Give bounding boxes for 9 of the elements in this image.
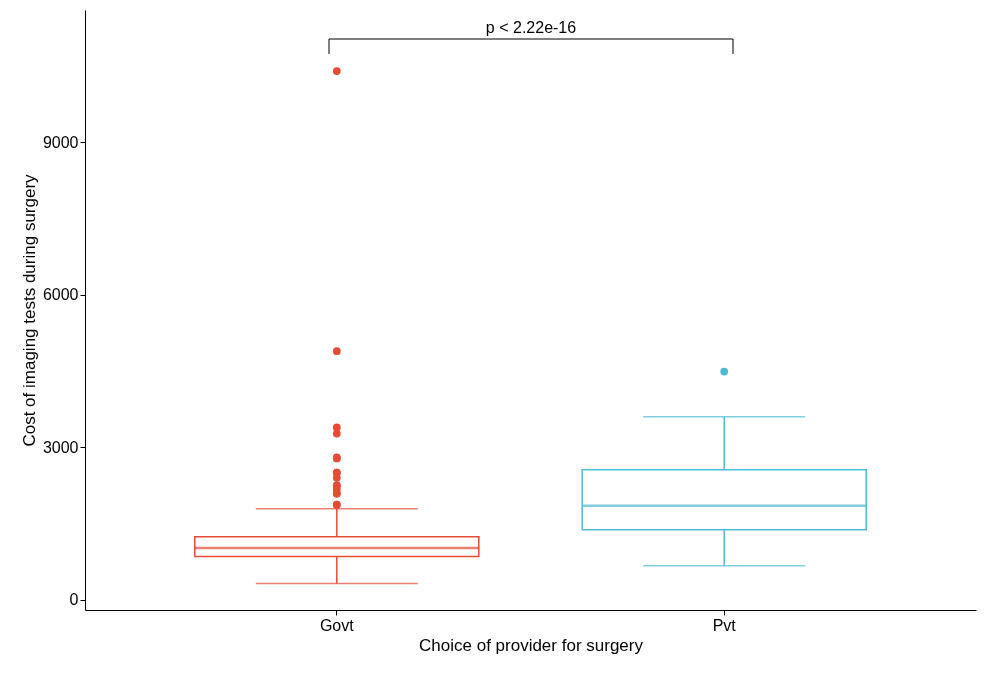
annotation: p < 2.22e-16 bbox=[485, 19, 577, 36]
x-tick-label: Pvt bbox=[712, 616, 737, 634]
y-tick-label: 9000 bbox=[42, 133, 79, 151]
y-tick-label: 0 bbox=[69, 591, 79, 609]
y-tick-label: 3000 bbox=[42, 438, 79, 456]
y-axis-title: Cost of imaging tests during surgery bbox=[19, 173, 39, 447]
x-axis-title: Choice of provider for surgery bbox=[419, 635, 644, 655]
y-tick-label: 6000 bbox=[42, 286, 79, 304]
x-tick-label: Govt bbox=[319, 616, 355, 634]
